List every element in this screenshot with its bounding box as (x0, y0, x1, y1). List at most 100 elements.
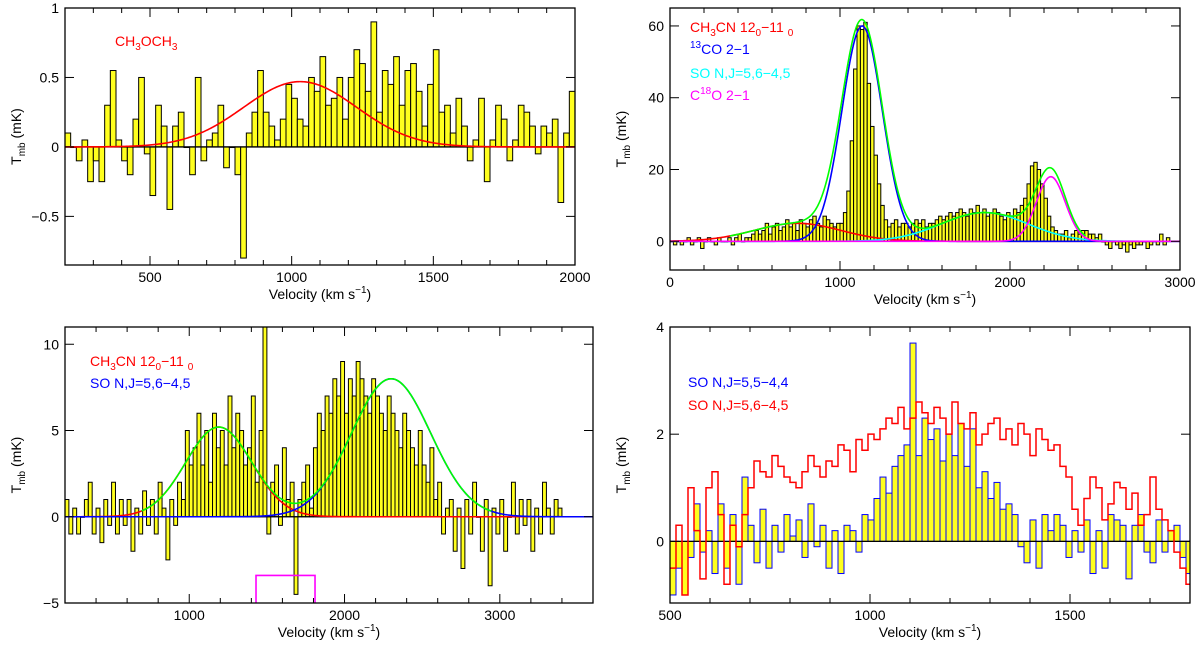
spectrum-bar (897, 226, 902, 242)
spectrum-bar (995, 212, 1001, 242)
spectrum-bar (603, 147, 609, 216)
spectrum-bar (130, 516, 136, 552)
spectrum-bar (933, 428, 941, 542)
spectrum-bar (444, 507, 450, 518)
spectrum-bar (530, 516, 536, 552)
spectrum-bar (132, 118, 140, 148)
spectrum-bar (153, 516, 159, 535)
spectrum-bar (456, 507, 462, 518)
spectrum-bar (963, 465, 971, 542)
spectrum-bar (1012, 208, 1018, 242)
spectrum-bar (829, 222, 834, 242)
spectrum-bar (739, 133, 745, 147)
spectrum-bar (425, 481, 431, 518)
spectrum-bar (1065, 540, 1073, 558)
spectrum-bar (402, 412, 408, 518)
x-axis-label: Velocity (km s−1) (874, 290, 976, 307)
spectrum-bar (1017, 540, 1025, 548)
y-axis-label-unit: (mK) (8, 108, 24, 142)
spectrum-bar (107, 516, 113, 526)
spectrum-bar (376, 111, 383, 148)
spectrum-bar (478, 97, 485, 148)
legend-text: 11 (169, 353, 184, 369)
spectrum-bar (1155, 519, 1163, 542)
spectrum-bar (700, 147, 706, 148)
spectrum-bar (863, 21, 868, 242)
spectrum-bar (398, 447, 404, 518)
spectrum-bar (796, 147, 802, 161)
spectrum-bar (883, 219, 889, 242)
fit-curve (65, 80, 575, 148)
legend-text: CH (90, 353, 110, 369)
spectrum-bar (839, 222, 844, 242)
spectrum-bar (99, 516, 105, 544)
x-tick-label: 2000 (994, 274, 1025, 290)
spectrum-bar (68, 516, 74, 535)
spectrum-bar (194, 76, 202, 148)
spectrum-bar (1149, 540, 1157, 564)
legend-entry: SO N,J=5,6−4,5 (90, 375, 191, 391)
spectrum-bar (523, 111, 531, 148)
spectrum-bar (386, 395, 392, 518)
spectrum-bar (705, 530, 713, 542)
spectrum-bar (1167, 530, 1175, 542)
spectrum-bar (771, 226, 776, 242)
spectrum-bar (1029, 519, 1037, 542)
spectrum-bar (274, 464, 280, 518)
spectrum-bar (506, 146, 514, 162)
spectrum-bar (1161, 540, 1169, 553)
spectrum-bar (355, 361, 361, 518)
spectrum-bar (842, 212, 848, 242)
spectrum-bar (483, 146, 491, 183)
panel-4: 500 1000 1500 0 2 4 Velocity (km s−1) Tmb (mK) S… (613, 319, 1191, 640)
spectrum-bar (347, 378, 353, 518)
legend-text: OCH (141, 33, 172, 49)
spectrum-bar (945, 433, 953, 542)
spectrum-bar (517, 104, 525, 148)
spectrum-bar (65, 132, 72, 148)
spectrum-bar (432, 49, 440, 148)
spectrum-bar (927, 439, 935, 542)
spectrum-bar (1077, 233, 1082, 242)
spectrum-bar (452, 516, 458, 552)
spectrum-bar (1083, 519, 1091, 542)
spectrum-bar (433, 499, 439, 518)
legend-sub: 0 (188, 362, 194, 373)
spectrum-bar (316, 412, 322, 518)
spectrum-bar (245, 132, 253, 148)
legend-sub: 0 (756, 28, 762, 39)
y-axis-label: Tmb (mK) (613, 111, 633, 168)
spectrum-bar (206, 139, 213, 148)
spectrum-bar (510, 481, 516, 518)
y-tick-label: 2 (656, 426, 664, 442)
x-axis-label-close: ) (972, 291, 977, 307)
spectrum-bar (735, 540, 743, 585)
spectrum-bar (500, 118, 508, 148)
spectrum-bar (843, 524, 851, 542)
spectrum-bar (251, 111, 259, 148)
spectrum-bar (325, 104, 332, 148)
spectrum-bar (382, 430, 388, 518)
spectrum-bar (526, 499, 532, 518)
legend-text: CH (115, 33, 135, 49)
legend-sub: 3 (110, 362, 116, 373)
spectrum-bar (118, 499, 124, 518)
spectrum-bar (279, 118, 287, 148)
plot-area (670, 342, 1190, 596)
spectrum-bar (795, 519, 803, 542)
y-tick-label: 0 (51, 139, 59, 155)
y-tick-label: 0 (656, 533, 664, 549)
spectrum-bar (574, 125, 575, 148)
spectrum-bar (822, 215, 827, 242)
spectrum-bar (394, 430, 400, 518)
y-axis-label: Tmb (mK) (8, 437, 28, 494)
spectrum-bar (121, 146, 128, 162)
spectrum-bar (751, 147, 757, 161)
spectrum-bar (466, 146, 474, 162)
spectrum-bar (777, 540, 785, 553)
spectrum-bar (687, 540, 695, 558)
spectrum-bar (880, 204, 885, 242)
spectrum-bar (723, 540, 731, 569)
legend-sub: 3 (710, 28, 716, 39)
legend-text: − (761, 19, 769, 35)
